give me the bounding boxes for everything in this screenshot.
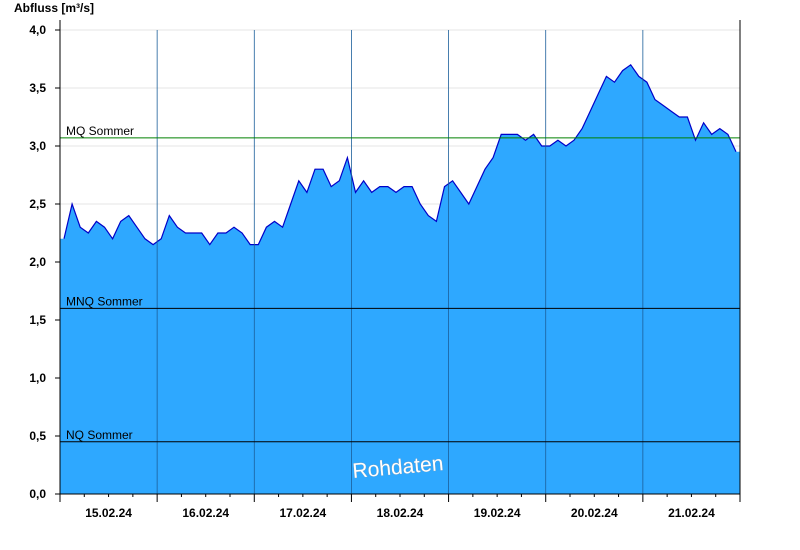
- y-tick-label: 3,5: [29, 81, 46, 95]
- y-tick-label: 3,0: [29, 139, 46, 153]
- reference-label: NQ Sommer: [66, 428, 133, 442]
- y-tick-label: 1,5: [29, 313, 46, 327]
- y-tick-label: 0,0: [29, 487, 46, 501]
- x-tick-label: 17.02.24: [279, 506, 326, 520]
- y-tick-label: 1,0: [29, 371, 46, 385]
- reference-label: MQ Sommer: [66, 124, 134, 138]
- x-tick-label: 15.02.24: [85, 506, 132, 520]
- x-tick-label: 21.02.24: [668, 506, 715, 520]
- area: [60, 64, 740, 495]
- line: [63, 63, 737, 246]
- x-tick-label: 19.02.24: [474, 506, 521, 520]
- x-tick-label: 16.02.24: [182, 506, 229, 520]
- y-tick-label: 2,0: [29, 255, 46, 269]
- x-tick-label: 20.02.24: [571, 506, 618, 520]
- y-tick-label: 2,5: [29, 197, 46, 211]
- x-tick-label: 18.02.24: [377, 506, 424, 520]
- y-tick-label: 0,5: [29, 429, 46, 443]
- chart-title: Abfluss [m³/s]: [14, 1, 94, 15]
- y-tick-label: 4,0: [29, 23, 46, 37]
- reference-label: MNQ Sommer: [66, 294, 143, 308]
